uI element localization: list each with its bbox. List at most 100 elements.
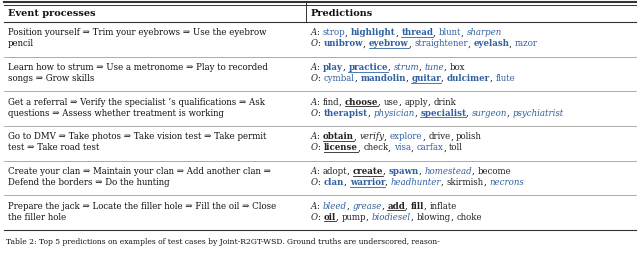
Text: biodiesel: biodiesel xyxy=(372,213,411,222)
Text: ,: , xyxy=(444,63,450,72)
Text: eyebrow: eyebrow xyxy=(369,39,408,48)
Text: oil: oil xyxy=(324,213,336,222)
Text: ,: , xyxy=(355,74,360,83)
Text: choke: choke xyxy=(456,213,482,222)
Text: O: O xyxy=(311,213,318,222)
Text: ,: , xyxy=(451,132,456,141)
Text: ,: , xyxy=(388,143,394,152)
Text: ,: , xyxy=(388,63,394,72)
Text: Table 2: Top 5 predictions on examples of test cases by Joint-R2GT-WSD. Ground t: Table 2: Top 5 predictions on examples o… xyxy=(6,238,440,246)
Text: mandolin: mandolin xyxy=(360,74,406,83)
Text: ,: , xyxy=(467,109,472,118)
Text: the filler hole: the filler hole xyxy=(8,213,67,222)
Text: drive: drive xyxy=(428,132,451,141)
Text: create: create xyxy=(353,167,383,176)
Text: obtain: obtain xyxy=(323,132,354,141)
Text: verify: verify xyxy=(360,132,385,141)
Text: ,: , xyxy=(508,109,513,118)
Text: ,: , xyxy=(382,202,387,211)
Text: ,: , xyxy=(368,109,373,118)
Text: box: box xyxy=(450,63,465,72)
Text: test ⇒ Take road test: test ⇒ Take road test xyxy=(8,143,99,152)
Text: strum: strum xyxy=(394,63,419,72)
Text: headhunter: headhunter xyxy=(391,178,442,187)
Text: ,: , xyxy=(336,213,342,222)
Text: strop: strop xyxy=(323,28,346,37)
Text: ,: , xyxy=(358,143,363,152)
Text: :: : xyxy=(317,63,323,72)
Text: Defend the borders ⇒ Do the hunting: Defend the borders ⇒ Do the hunting xyxy=(8,178,170,187)
Text: :: : xyxy=(318,143,324,152)
Text: thread: thread xyxy=(401,28,433,37)
Text: ,: , xyxy=(396,28,401,37)
Text: :: : xyxy=(317,132,323,141)
Text: skirmish: skirmish xyxy=(447,178,484,187)
Text: tune: tune xyxy=(425,63,444,72)
Text: A: A xyxy=(311,202,317,211)
Text: :: : xyxy=(318,178,324,187)
Text: choose: choose xyxy=(345,98,378,107)
Text: practice: practice xyxy=(348,63,388,72)
Text: ,: , xyxy=(347,202,353,211)
Text: necrons: necrons xyxy=(490,178,524,187)
Text: surgeon: surgeon xyxy=(472,109,508,118)
Text: ,: , xyxy=(385,178,391,187)
Text: ,: , xyxy=(411,143,417,152)
Text: songs ⇒ Grow skills: songs ⇒ Grow skills xyxy=(8,74,94,83)
Text: :: : xyxy=(317,98,323,107)
Text: ,: , xyxy=(378,98,384,107)
Text: :: : xyxy=(317,202,323,211)
Text: ,: , xyxy=(468,39,474,48)
Text: unibrow: unibrow xyxy=(324,39,363,48)
Text: clan: clan xyxy=(324,178,344,187)
Text: ,: , xyxy=(366,213,372,222)
Text: therapist: therapist xyxy=(324,109,368,118)
Text: ,: , xyxy=(354,132,360,141)
Text: :: : xyxy=(317,167,323,176)
Text: ,: , xyxy=(348,167,353,176)
Text: Learn how to strum ⇒ Use a metronome ⇒ Play to recorded: Learn how to strum ⇒ Use a metronome ⇒ P… xyxy=(8,63,268,72)
Text: ,: , xyxy=(346,28,351,37)
Text: become: become xyxy=(478,167,512,176)
Text: :: : xyxy=(318,109,324,118)
Text: A: A xyxy=(311,132,317,141)
Text: grease: grease xyxy=(353,202,382,211)
Text: ,: , xyxy=(406,74,412,83)
Text: Go to DMV ⇒ Take photos ⇒ Take vision test ⇒ Take permit: Go to DMV ⇒ Take photos ⇒ Take vision te… xyxy=(8,132,266,141)
Text: bleed: bleed xyxy=(323,202,347,211)
Text: ,: , xyxy=(428,98,434,107)
Text: blowing: blowing xyxy=(417,213,451,222)
Text: check: check xyxy=(363,143,388,152)
Text: ,: , xyxy=(411,213,417,222)
Text: Get a referral ⇒ Verify the specialist ’s qualifications ⇒ Ask: Get a referral ⇒ Verify the specialist ’… xyxy=(8,98,265,107)
Text: specialist: specialist xyxy=(420,109,467,118)
Text: O: O xyxy=(311,109,318,118)
Text: O: O xyxy=(311,39,318,48)
Text: pump: pump xyxy=(342,213,366,222)
Text: :: : xyxy=(318,39,324,48)
Text: ,: , xyxy=(490,74,495,83)
Text: license: license xyxy=(324,143,358,152)
Text: A: A xyxy=(311,167,317,176)
Text: highlight: highlight xyxy=(351,28,396,37)
Text: questions ⇒ Assess whether treatment is working: questions ⇒ Assess whether treatment is … xyxy=(8,109,224,118)
Text: flute: flute xyxy=(495,74,515,83)
Text: ,: , xyxy=(408,39,414,48)
Text: Position yourself ⇒ Trim your eyebrows ⇒ Use the eyebrow: Position yourself ⇒ Trim your eyebrows ⇒… xyxy=(8,28,266,37)
Text: eyelash: eyelash xyxy=(474,39,509,48)
Text: ,: , xyxy=(419,167,425,176)
Text: ,: , xyxy=(444,143,449,152)
Text: adopt: adopt xyxy=(323,167,348,176)
Text: Create your clan ⇒ Maintain your clan ⇒ Add another clan ⇒: Create your clan ⇒ Maintain your clan ⇒ … xyxy=(8,167,271,176)
Text: ,: , xyxy=(419,63,425,72)
Text: ,: , xyxy=(399,98,404,107)
Text: sharpen: sharpen xyxy=(467,28,502,37)
Text: pencil: pencil xyxy=(8,39,34,48)
Text: :: : xyxy=(318,74,324,83)
Text: spawn: spawn xyxy=(389,167,419,176)
Text: O: O xyxy=(311,74,318,83)
Text: play: play xyxy=(323,63,343,72)
Text: Event processes: Event processes xyxy=(8,9,95,18)
Text: psychiatrist: psychiatrist xyxy=(513,109,564,118)
Text: O: O xyxy=(311,143,318,152)
